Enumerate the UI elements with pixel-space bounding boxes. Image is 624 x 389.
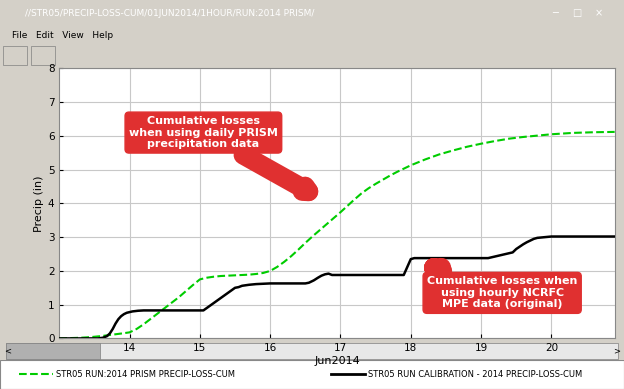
Text: ×: × — [595, 8, 603, 18]
Text: Cumulative losses
when using daily PRISM
precipitation data: Cumulative losses when using daily PRISM… — [129, 116, 308, 191]
Text: File   Edit   View   Help: File Edit View Help — [12, 31, 114, 40]
Text: >: > — [613, 347, 620, 356]
FancyBboxPatch shape — [31, 46, 55, 65]
Text: STR05 RUN:2014 PRISM PRECIP-LOSS-CUM: STR05 RUN:2014 PRISM PRECIP-LOSS-CUM — [56, 370, 235, 379]
Text: //STR05/PRECIP-LOSS-CUM/01JUN2014/1HOUR/RUN:2014 PRISM/: //STR05/PRECIP-LOSS-CUM/01JUN2014/1HOUR/… — [25, 9, 314, 18]
Y-axis label: Precip (in): Precip (in) — [34, 175, 44, 232]
Text: □: □ — [573, 8, 582, 18]
FancyBboxPatch shape — [3, 46, 27, 65]
X-axis label: Jun2014: Jun2014 — [314, 356, 360, 366]
Text: <: < — [4, 347, 11, 356]
Bar — [6, 343, 100, 359]
Text: STR05 RUN CALIBRATION - 2014 PRECIP-LOSS-CUM: STR05 RUN CALIBRATION - 2014 PRECIP-LOSS… — [368, 370, 582, 379]
Text: Cumulative losses when
using hourly NCRFC
MPE data (original): Cumulative losses when using hourly NCRF… — [427, 268, 577, 310]
Text: ─: ─ — [552, 8, 558, 18]
